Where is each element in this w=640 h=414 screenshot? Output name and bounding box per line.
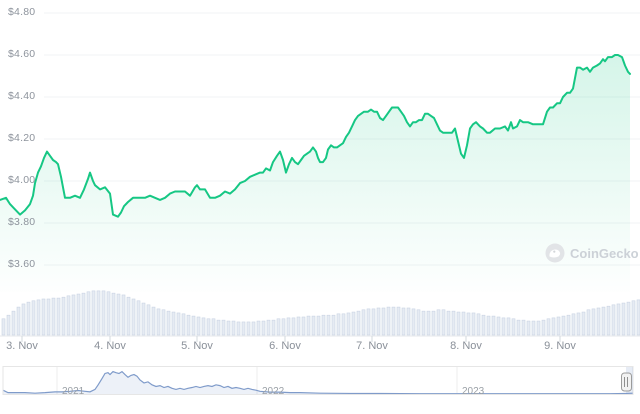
navigator-year-label: 2021 xyxy=(62,386,85,397)
y-axis-label: $4.80 xyxy=(8,6,36,18)
x-axis-label: 7. Nov xyxy=(356,340,388,352)
x-axis xyxy=(0,335,640,342)
volume-bar-group[interactable] xyxy=(1,290,640,336)
price-line[interactable] xyxy=(0,54,631,218)
gecko-icon xyxy=(545,243,565,263)
coingecko-watermark: CoinGecko xyxy=(545,243,639,263)
x-axis-label: 4. Nov xyxy=(94,340,126,352)
y-axis-label: $4.60 xyxy=(8,48,36,60)
x-axis-label: 9. Nov xyxy=(544,340,576,352)
price-area-fill xyxy=(0,55,630,292)
y-axis-label: $4.40 xyxy=(8,90,36,102)
navigator-year-label: 2023 xyxy=(462,386,485,397)
navigator-year-label: 2022 xyxy=(262,386,285,397)
navigator-area-fill xyxy=(3,371,633,394)
range-navigator[interactable] xyxy=(0,366,640,414)
x-axis-label: 6. Nov xyxy=(269,340,301,352)
watermark-label: CoinGecko xyxy=(570,245,639,261)
y-axis-label: $4.20 xyxy=(8,132,36,144)
x-axis-label: 5. Nov xyxy=(181,340,213,352)
navigator-series-line xyxy=(2,370,634,395)
price-line-chart[interactable] xyxy=(0,0,640,300)
navigator-outline xyxy=(2,366,634,395)
x-axis-label: 3. Nov xyxy=(6,340,38,352)
navigator-handle[interactable] xyxy=(621,372,632,392)
y-axis-label: $4.00 xyxy=(8,174,36,186)
y-axis-label: $3.80 xyxy=(8,216,36,228)
volume-bars[interactable] xyxy=(0,280,640,340)
x-axis-label: 8. Nov xyxy=(450,340,482,352)
y-axis-label: $3.60 xyxy=(8,258,36,270)
